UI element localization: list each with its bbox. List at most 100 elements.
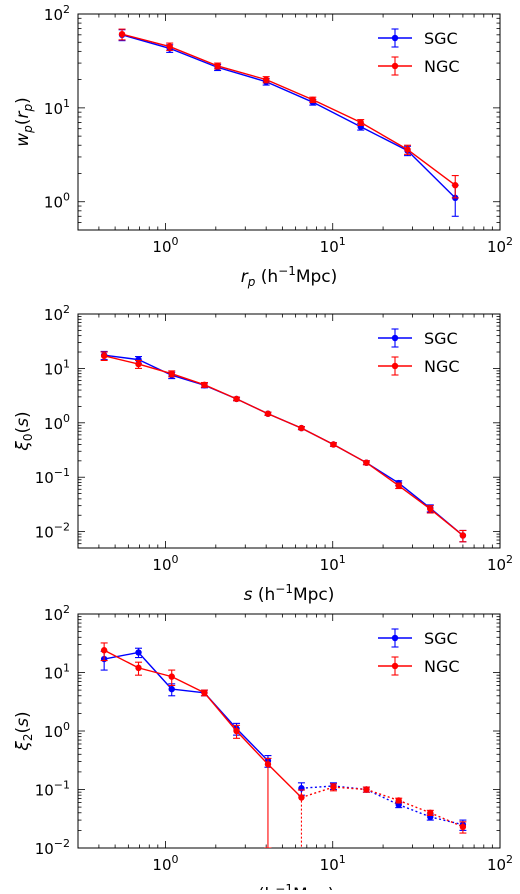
series-line-segment bbox=[366, 462, 400, 487]
legend: SGC NGC bbox=[378, 328, 460, 376]
tick-exponent: 0 bbox=[63, 191, 70, 204]
series-line-segment bbox=[398, 799, 431, 814]
tick-exponent: −1 bbox=[54, 779, 70, 792]
x-axis-label: rp (h−1Mpc) bbox=[241, 264, 338, 289]
series-line-segment bbox=[333, 443, 367, 464]
data-point bbox=[214, 62, 221, 70]
series-sgc bbox=[118, 29, 459, 217]
tick-exponent: −2 bbox=[54, 837, 70, 850]
tick-base: 10 bbox=[487, 238, 506, 256]
series-line-segment bbox=[333, 786, 367, 791]
tick-exponent: 1 bbox=[63, 662, 70, 675]
series-line-segment bbox=[171, 373, 205, 386]
x-tick-label: 100 bbox=[152, 853, 178, 874]
data-point bbox=[427, 505, 434, 513]
tick-exponent: 2 bbox=[506, 553, 513, 566]
label-paren: ( bbox=[13, 119, 33, 126]
data-point bbox=[100, 647, 108, 654]
y-tick-label: 101 bbox=[44, 662, 70, 683]
label-paren: ) bbox=[13, 711, 33, 718]
label-symbol: ξ bbox=[13, 441, 33, 452]
tick-exponent: 0 bbox=[172, 235, 179, 248]
series-line-segment bbox=[429, 508, 464, 537]
tick-base: 10 bbox=[35, 840, 54, 858]
label-symbol: ξ bbox=[13, 741, 33, 752]
tick-exponent: 2 bbox=[506, 235, 513, 248]
series-line-segment bbox=[103, 355, 139, 365]
series-line-segment bbox=[407, 150, 456, 199]
label-argument: s bbox=[13, 418, 33, 427]
label-unit: Mpc) bbox=[293, 885, 334, 890]
series-line-segment bbox=[407, 148, 456, 186]
tick-exponent: 1 bbox=[339, 235, 346, 248]
x-tick-label: 102 bbox=[487, 853, 513, 874]
series-ngc bbox=[100, 351, 467, 543]
tick-base: 10 bbox=[35, 469, 54, 487]
series-line-segment bbox=[236, 398, 269, 415]
data-point bbox=[298, 424, 305, 432]
series-line-segment bbox=[137, 651, 173, 690]
data-point bbox=[233, 727, 240, 735]
tick-base: 10 bbox=[487, 856, 506, 874]
tick-exponent: −1 bbox=[54, 466, 70, 479]
y-tick-label: 102 bbox=[44, 603, 70, 624]
tick-base: 10 bbox=[44, 100, 63, 118]
data-point bbox=[395, 482, 402, 489]
tick-base: 10 bbox=[44, 6, 63, 24]
data-point bbox=[357, 119, 364, 126]
legend-marker bbox=[391, 62, 399, 70]
data-point bbox=[459, 532, 467, 539]
label-unit-exponent: −1 bbox=[278, 264, 296, 278]
series-line-segment bbox=[104, 651, 139, 660]
x-tick-label: 100 bbox=[152, 235, 178, 256]
y-tick-label: 100 bbox=[44, 191, 70, 212]
series-line-segment bbox=[265, 78, 314, 101]
series-line-segment bbox=[121, 33, 170, 48]
data-layer bbox=[100, 642, 467, 848]
data-point bbox=[459, 823, 467, 831]
series-line-segment bbox=[360, 126, 408, 152]
tick-base: 10 bbox=[44, 606, 63, 624]
data-point bbox=[363, 459, 370, 466]
label-paren: ( bbox=[13, 427, 33, 434]
series-line-segment bbox=[312, 101, 362, 128]
label-unit-exponent: −1 bbox=[275, 582, 293, 596]
data-point bbox=[298, 794, 305, 801]
tick-base: 10 bbox=[35, 524, 54, 542]
legend: SGC NGC bbox=[378, 628, 460, 676]
x-axis-label: s (h−1Mpc) bbox=[244, 882, 335, 890]
series-line-segment bbox=[138, 363, 172, 375]
y-tick-label: 101 bbox=[44, 97, 70, 118]
y-axis-label: ξ0(s) bbox=[13, 411, 35, 451]
data-point bbox=[264, 410, 272, 417]
x-tick-label: 102 bbox=[487, 235, 513, 256]
label-unit: (h bbox=[255, 267, 278, 287]
y-tick-label: 10−2 bbox=[35, 521, 70, 542]
legend-marker bbox=[391, 362, 399, 370]
data-point bbox=[330, 783, 337, 791]
series-line-segment bbox=[138, 667, 172, 678]
legend: SGC NGC bbox=[378, 28, 460, 76]
series-sgc bbox=[100, 647, 467, 831]
legend-marker bbox=[391, 634, 399, 642]
data-point bbox=[100, 352, 108, 360]
axes-frame bbox=[77, 13, 501, 231]
label-paren: ) bbox=[13, 97, 33, 104]
legend-label-sgc: SGC bbox=[424, 629, 458, 648]
data-point bbox=[330, 441, 337, 448]
y-tick-label: 10−1 bbox=[35, 466, 70, 487]
series-line-segment bbox=[312, 99, 362, 124]
label-symbol: s bbox=[244, 585, 253, 605]
legend-marker bbox=[391, 334, 399, 342]
x-tick-label: 101 bbox=[320, 235, 346, 256]
label-argument: s bbox=[13, 718, 33, 727]
label-argument: r bbox=[13, 111, 33, 119]
tick-exponent: 0 bbox=[63, 412, 70, 425]
tick-base: 10 bbox=[35, 782, 54, 800]
tick-base: 10 bbox=[44, 665, 63, 683]
series-line-segment bbox=[217, 66, 267, 83]
data-point bbox=[363, 786, 370, 793]
